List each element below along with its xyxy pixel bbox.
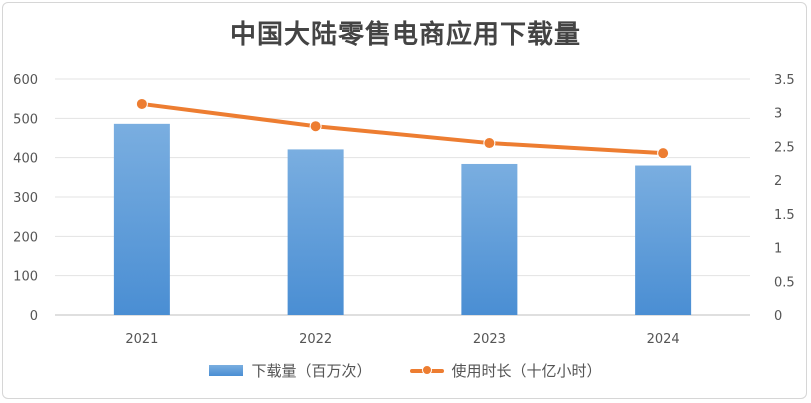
bar-series xyxy=(113,123,692,315)
y-left-tick-label: 200 xyxy=(13,230,38,245)
y-left-tick-label: 500 xyxy=(13,112,38,127)
legend-label-usage: 使用时长（十亿小时） xyxy=(451,362,602,380)
bar-2023 xyxy=(461,163,518,315)
y-left-tick-label: 0 xyxy=(30,309,38,324)
legend-item-downloads: 下载量（百万次） xyxy=(209,360,372,381)
y-right-tick-label: 2.5 xyxy=(774,140,795,155)
x-tick-label: 2022 xyxy=(299,332,332,347)
y-right-tick-label: 0.5 xyxy=(774,275,795,290)
y-right-tick-label: 3 xyxy=(774,107,782,122)
y-right-tick-label: 1 xyxy=(774,242,782,257)
gridlines xyxy=(55,78,750,316)
legend: 下载量（百万次） 使用时长（十亿小时） xyxy=(0,360,811,381)
legend-swatch-bar xyxy=(209,365,244,376)
usage-point-2022 xyxy=(309,120,322,133)
y-left-tick-label: 300 xyxy=(13,191,38,206)
legend-label-downloads: 下载量（百万次） xyxy=(251,362,372,380)
x-tick-label: 2023 xyxy=(473,332,506,347)
x-tick-label: 2021 xyxy=(125,332,158,347)
y-right-tick-label: 1.5 xyxy=(774,208,795,223)
y-right-tick-label: 2 xyxy=(774,174,782,189)
y-left-tick-label: 400 xyxy=(13,152,38,167)
usage-point-2021 xyxy=(135,97,148,110)
y-right-tick-label: 0 xyxy=(774,309,782,324)
y-left-tick-label: 100 xyxy=(13,270,38,285)
chart-title: 中国大陆零售电商应用下载量 xyxy=(229,20,581,50)
line-series xyxy=(135,97,670,160)
axis-labels: 0 100 200 300 400 500 600 0 0.5 1 1.5 2 2.5 3 3.5 2021 2… xyxy=(13,73,795,347)
usage-point-2023 xyxy=(483,137,496,150)
bar-2021 xyxy=(113,123,170,315)
legend-item-usage: 使用时长（十亿小时） xyxy=(409,360,602,381)
bar-2024 xyxy=(635,165,692,315)
y-right-tick-label: 3.5 xyxy=(774,73,795,88)
usage-line xyxy=(139,101,666,156)
legend-swatch-line xyxy=(409,365,444,376)
x-tick-label: 2024 xyxy=(647,332,680,347)
y-left-tick-label: 600 xyxy=(13,73,38,88)
usage-point-2024 xyxy=(657,147,670,160)
bar-2022 xyxy=(287,149,344,315)
